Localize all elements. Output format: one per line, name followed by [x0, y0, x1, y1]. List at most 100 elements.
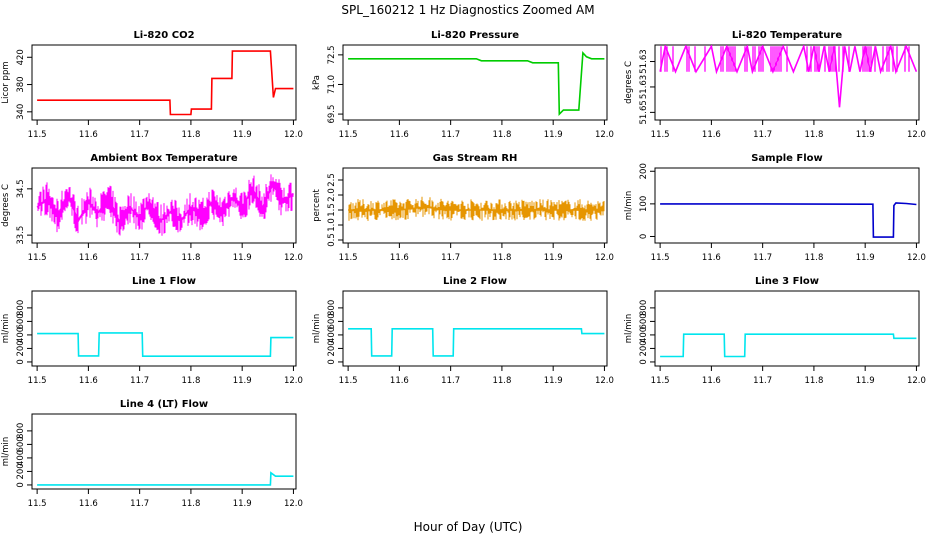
- panel-7: Line 2 Flow ml/min 11.5 11.6 11.7 11.8 11.9 12.…: [312, 276, 614, 386]
- y-tick-label: 380: [16, 76, 26, 92]
- series-line: [348, 50, 605, 116]
- x-tick-label: 12.0: [907, 130, 926, 140]
- y-tick-label: 400: [16, 450, 26, 466]
- panel-title: Line 3 Flow: [755, 276, 819, 287]
- panel-1: Li-820 Pressure kPa 11.5 11.6 11.7 11.8 11.9 12…: [312, 30, 614, 140]
- series-line: [348, 327, 605, 357]
- panel-ylabel: kPa: [312, 75, 322, 90]
- y-tick-label: 34.5: [16, 179, 26, 198]
- x-tick-label: 12.0: [284, 499, 303, 509]
- x-tick-label: 11.5: [339, 130, 358, 140]
- x-tick-label: 11.9: [233, 253, 252, 263]
- plot-frame: [31, 413, 297, 490]
- y-tick-label: 200: [639, 163, 649, 179]
- y-tick-label: 51.63: [639, 49, 649, 73]
- y-tick-label: 0: [16, 482, 26, 487]
- plot-frame: [31, 44, 297, 121]
- x-tick-label: 11.9: [544, 253, 563, 263]
- x-tick-label: 11.7: [753, 376, 772, 386]
- series-line: [660, 202, 917, 238]
- y-tick-label: 0: [327, 359, 337, 364]
- y-tick-label: 200: [16, 463, 26, 479]
- panel-title: Line 2 Flow: [443, 276, 507, 287]
- y-tick-label: 200: [327, 340, 337, 356]
- figure-title: SPL_160212 1 Hz Diagnostics Zoomed AM: [341, 3, 594, 17]
- y-tick-label: 0: [16, 359, 26, 364]
- x-tick-label: 11.6: [79, 253, 98, 263]
- y-tick-label: 600: [16, 436, 26, 452]
- panel-title: Gas Stream RH: [433, 153, 518, 164]
- panels: Li-820 CO2 Licor ppm 11.5 11.6 11.7 11.8 11.9 1…: [1, 30, 926, 509]
- x-tick-label: 12.0: [595, 130, 614, 140]
- y-tick-label: 600: [639, 313, 649, 329]
- y-tick-label: 400: [16, 327, 26, 343]
- y-tick-label: 600: [16, 313, 26, 329]
- y-tick-label: 51.63: [639, 75, 649, 99]
- x-tick-label: 11.5: [28, 130, 47, 140]
- x-tick-label: 11.9: [233, 130, 252, 140]
- panel-ylabel: Licor ppm: [1, 61, 11, 103]
- x-tick-label: 11.6: [79, 499, 98, 509]
- x-tick-label: 11.9: [544, 130, 563, 140]
- plot-frame: [342, 44, 608, 121]
- x-tick-label: 11.7: [441, 253, 460, 263]
- series-line: [659, 45, 918, 108]
- y-tick-label: 800: [639, 300, 649, 316]
- panel-title: Li-820 Temperature: [732, 30, 842, 41]
- y-tick-label: 800: [327, 300, 337, 316]
- x-tick-label: 11.9: [856, 130, 875, 140]
- plot-frame: [31, 290, 297, 367]
- x-tick-label: 11.6: [390, 376, 409, 386]
- x-tick-label: 12.0: [284, 130, 303, 140]
- series-noise: [348, 196, 605, 221]
- panel-8: Line 3 Flow ml/min 11.5 11.6 11.7 11.8 11.9 12.…: [624, 276, 926, 386]
- x-tick-label: 11.6: [390, 253, 409, 263]
- y-tick-label: 1.5: [327, 203, 337, 217]
- x-tick-label: 11.9: [233, 376, 252, 386]
- plot-frame: [654, 290, 920, 367]
- plot-frame: [654, 44, 920, 121]
- panel-title: Ambient Box Temperature: [90, 153, 237, 164]
- x-tick-label: 11.7: [130, 376, 149, 386]
- x-tick-label: 12.0: [595, 376, 614, 386]
- x-tick-label: 11.6: [702, 130, 721, 140]
- panel-9: Line 4 (LT) Flow ml/min 11.5 11.6 11.7 11.8 11…: [1, 399, 303, 509]
- x-tick-label: 11.8: [181, 130, 200, 140]
- y-tick-label: 0: [639, 359, 649, 364]
- x-tick-label: 11.9: [233, 499, 252, 509]
- panel-ylabel: ml/min: [1, 314, 11, 344]
- x-tick-label: 11.6: [79, 130, 98, 140]
- y-tick-label: 1.0: [327, 218, 337, 232]
- series-line: [37, 332, 294, 358]
- plot-frame: [342, 167, 608, 244]
- plot-frame: [31, 167, 297, 244]
- x-tick-label: 11.7: [753, 130, 772, 140]
- x-tick-label: 11.8: [492, 130, 511, 140]
- x-tick-label: 12.0: [907, 253, 926, 263]
- series-line: [37, 50, 294, 116]
- x-tick-label: 11.8: [492, 253, 511, 263]
- y-tick-label: 33.5: [16, 226, 26, 245]
- x-tick-label: 11.9: [544, 376, 563, 386]
- panel-2: Li-820 Temperature degrees C 11.5 11.6 11.7 1…: [624, 30, 926, 140]
- x-tick-label: 11.5: [651, 376, 670, 386]
- x-tick-label: 11.5: [339, 376, 358, 386]
- x-tick-label: 11.7: [130, 499, 149, 509]
- y-tick-label: 420: [16, 49, 26, 65]
- panel-ylabel: percent: [312, 189, 322, 222]
- x-tick-label: 11.7: [130, 130, 149, 140]
- y-tick-label: 0.5: [327, 233, 337, 247]
- x-tick-label: 11.9: [856, 253, 875, 263]
- x-tick-label: 11.6: [702, 253, 721, 263]
- y-tick-label: 600: [327, 313, 337, 329]
- panel-ylabel: degrees C: [1, 184, 11, 227]
- y-tick-label: 400: [327, 327, 337, 343]
- x-tick-label: 11.8: [804, 130, 823, 140]
- x-tick-label: 11.8: [181, 376, 200, 386]
- x-tick-label: 11.5: [339, 253, 358, 263]
- x-tick-label: 11.8: [804, 376, 823, 386]
- x-tick-label: 12.0: [907, 376, 926, 386]
- y-tick-label: 71.0: [327, 75, 337, 94]
- panel-title: Line 1 Flow: [132, 276, 196, 287]
- panel-6: Line 1 Flow ml/min 11.5 11.6 11.7 11.8 11.9 12.…: [1, 276, 303, 386]
